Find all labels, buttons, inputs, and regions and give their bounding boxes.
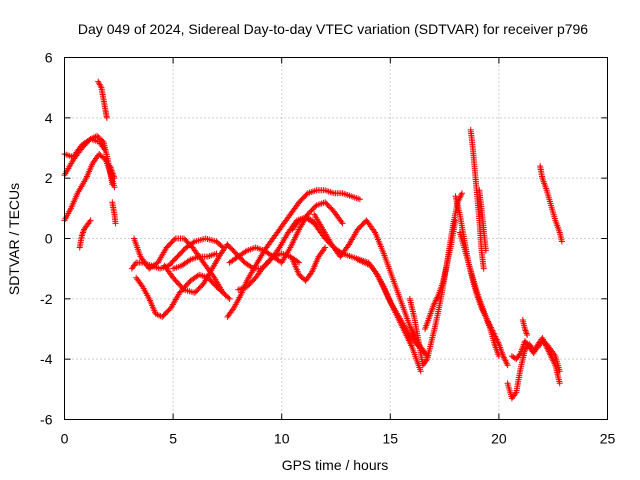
data-point: [523, 329, 530, 336]
data-point: [556, 368, 563, 375]
data-point: [226, 295, 233, 302]
series-track-21: [406, 190, 465, 369]
data-point: [356, 196, 363, 203]
data-point: [171, 236, 178, 243]
x-tick-label: 25: [600, 431, 616, 447]
data-point: [220, 289, 227, 296]
data-points: [61, 78, 565, 402]
y-tick-label: 6: [45, 50, 53, 66]
y-tick-labels: -6 -4 -2 0 2 4 6: [40, 50, 53, 428]
data-point: [190, 239, 197, 246]
series-track-5: [95, 78, 110, 121]
x-tick-label: 15: [383, 431, 399, 447]
series-track-3: [61, 151, 118, 224]
data-point: [103, 114, 110, 121]
y-tick-label: -6: [40, 412, 53, 428]
series-track-4: [76, 217, 94, 251]
grid-lines: [64, 57, 608, 420]
data-point: [179, 285, 186, 292]
y-axis-label: SDTVAR / TECUs: [6, 183, 22, 295]
data-point: [249, 264, 256, 271]
data-point: [417, 368, 424, 375]
series-track-29: [519, 316, 531, 339]
data-point: [495, 353, 502, 360]
data-point: [186, 257, 193, 264]
y-tick-label: 4: [45, 110, 53, 126]
series-track-22: [422, 217, 459, 332]
data-point: [218, 288, 225, 295]
plot-frame: [64, 57, 608, 420]
x-tick-label: 0: [61, 431, 69, 447]
y-tick-label: -2: [40, 291, 53, 307]
data-point: [111, 184, 118, 191]
data-point: [458, 190, 465, 197]
data-point: [504, 362, 511, 369]
data-point: [112, 220, 119, 227]
x-tick-labels: 0 5 10 15 20 25: [61, 431, 616, 447]
data-point: [225, 294, 232, 301]
chart-title: Day 049 of 2024, Sidereal Day-to-day VTE…: [78, 21, 588, 37]
data-point: [556, 380, 563, 387]
data-point: [111, 175, 118, 182]
x-axis-label: GPS time / hours: [282, 457, 389, 473]
series-track-28: [508, 335, 563, 387]
series-track-2: [61, 135, 109, 161]
series-track-6: [107, 163, 118, 182]
data-point: [339, 220, 346, 227]
data-point: [87, 217, 94, 224]
series-track-26: [476, 187, 489, 254]
data-point: [296, 259, 303, 266]
x-tick-label: 10: [274, 431, 290, 447]
series-track-20: [354, 256, 426, 354]
data-point: [511, 355, 518, 362]
data-point: [102, 148, 109, 155]
series-track-11: [161, 241, 231, 296]
data-point: [213, 250, 220, 257]
series-track-17: [289, 244, 329, 284]
x-tick-label: 5: [169, 431, 177, 447]
y-tick-label: 2: [45, 170, 53, 186]
y-tick-label: -4: [40, 351, 53, 367]
data-point: [482, 247, 489, 254]
data-point: [242, 248, 249, 255]
series-track-10: [133, 271, 227, 320]
data-point: [322, 244, 329, 251]
data-point: [480, 265, 487, 272]
series-track-16: [235, 250, 303, 293]
data-point: [524, 332, 531, 339]
data-point: [558, 238, 565, 245]
axis-ticks: [64, 57, 608, 420]
series-track-12: [170, 250, 220, 272]
data-point: [452, 217, 459, 224]
series-track-30: [537, 163, 565, 245]
series-track-7: [109, 199, 119, 227]
y-tick-label: 0: [45, 231, 53, 247]
x-tick-label: 20: [491, 431, 507, 447]
series-track-24: [456, 229, 502, 360]
series-track-25: [467, 126, 487, 272]
